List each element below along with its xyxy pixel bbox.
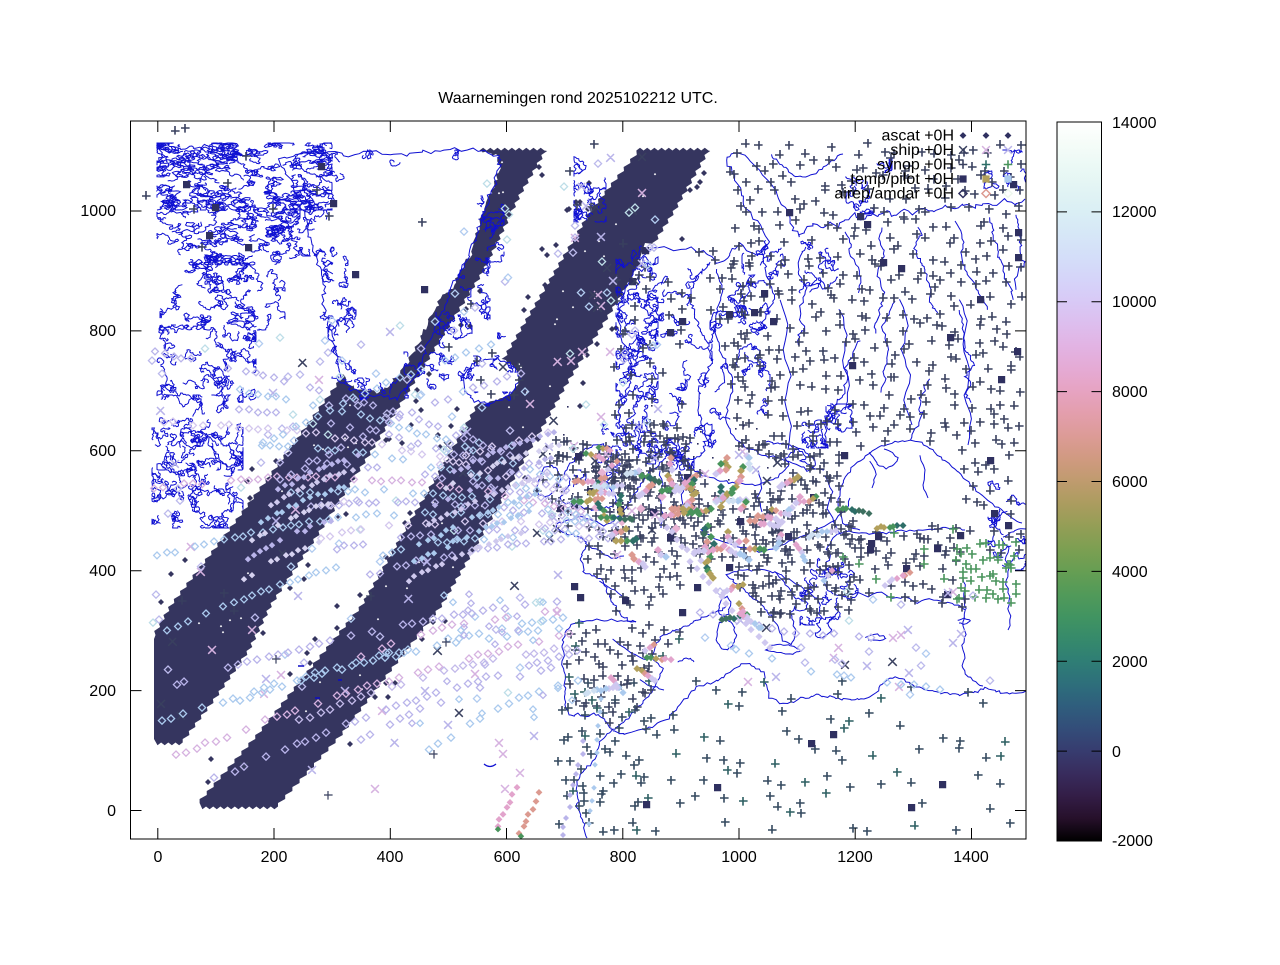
svg-text:800: 800 [89, 323, 116, 340]
svg-text:1000: 1000 [80, 203, 116, 220]
svg-text:8000: 8000 [1112, 384, 1148, 401]
svg-text:ship +0H: ship +0H [890, 142, 954, 159]
svg-text:200: 200 [261, 849, 288, 866]
svg-text:synop +0H: synop +0H [877, 157, 954, 174]
svg-text:1200: 1200 [837, 849, 873, 866]
svg-text:Waarnemingen rond 2025102212 U: Waarnemingen rond 2025102212 UTC. [438, 90, 718, 107]
svg-text:800: 800 [610, 849, 637, 866]
svg-text:0: 0 [107, 803, 116, 820]
svg-text:0: 0 [154, 849, 163, 866]
svg-text:temp/pilot +0H: temp/pilot +0H [850, 171, 954, 188]
svg-text:400: 400 [377, 849, 404, 866]
svg-text:-2000: -2000 [1112, 833, 1153, 850]
svg-text:airep/amdar +0H: airep/amdar +0H [834, 186, 954, 203]
svg-text:12000: 12000 [1112, 204, 1157, 221]
svg-text:400: 400 [89, 563, 116, 580]
svg-text:10000: 10000 [1112, 294, 1157, 311]
svg-text:1400: 1400 [953, 849, 989, 866]
svg-text:600: 600 [89, 443, 116, 460]
svg-text:1000: 1000 [721, 849, 757, 866]
svg-text:6000: 6000 [1112, 474, 1148, 491]
svg-text:ascat +0H: ascat +0H [882, 128, 954, 145]
svg-text:14000: 14000 [1112, 115, 1157, 132]
svg-text:4000: 4000 [1112, 564, 1148, 581]
svg-text:0: 0 [1112, 744, 1121, 761]
svg-text:600: 600 [494, 849, 521, 866]
svg-text:200: 200 [89, 683, 116, 700]
svg-text:2000: 2000 [1112, 654, 1148, 671]
